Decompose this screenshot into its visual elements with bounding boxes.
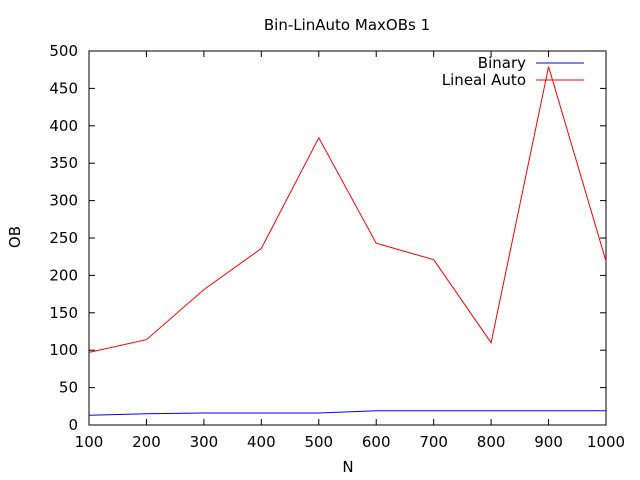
y-axis-label: OB bbox=[6, 226, 24, 248]
x-tick-label: 300 bbox=[190, 433, 219, 451]
x-tick-label: 400 bbox=[247, 433, 276, 451]
y-tick-label: 50 bbox=[59, 379, 78, 397]
x-tick-label: 700 bbox=[419, 433, 448, 451]
plot-area: 100 200 300 400 500 600 700 800 900 1000 0 50 100 150… bbox=[49, 42, 625, 451]
y-tick-label: 100 bbox=[49, 341, 78, 359]
legend-label: Binary bbox=[478, 54, 526, 72]
x-tick-label: 100 bbox=[75, 433, 104, 451]
y-tick-label: 350 bbox=[49, 154, 78, 172]
x-tick-label: 500 bbox=[304, 433, 333, 451]
legend-label: Lineal Auto bbox=[442, 71, 526, 89]
y-tick-label: 500 bbox=[49, 42, 78, 60]
plot-border bbox=[88, 50, 607, 426]
y-tick-label: 200 bbox=[49, 266, 78, 284]
y-tick-label: 150 bbox=[49, 304, 78, 322]
y-tick-label: 300 bbox=[49, 192, 78, 210]
x-tick-label: 600 bbox=[362, 433, 391, 451]
chart-title: Bin-LinAuto MaxOBs 1 bbox=[264, 16, 430, 34]
x-tick-label: 1000 bbox=[587, 433, 625, 451]
x-tick-label: 800 bbox=[477, 433, 506, 451]
series-line-binary bbox=[88, 410, 606, 416]
x-tick-label: 200 bbox=[132, 433, 161, 451]
y-tick-label: 0 bbox=[68, 416, 78, 434]
y-tick-label: 400 bbox=[49, 117, 78, 135]
x-axis-label: N bbox=[342, 458, 353, 476]
y-tick-label: 450 bbox=[49, 79, 78, 97]
y-tick-label: 250 bbox=[49, 229, 78, 247]
x-tick-label: 900 bbox=[534, 433, 563, 451]
series-line-lineal-auto bbox=[88, 66, 607, 353]
